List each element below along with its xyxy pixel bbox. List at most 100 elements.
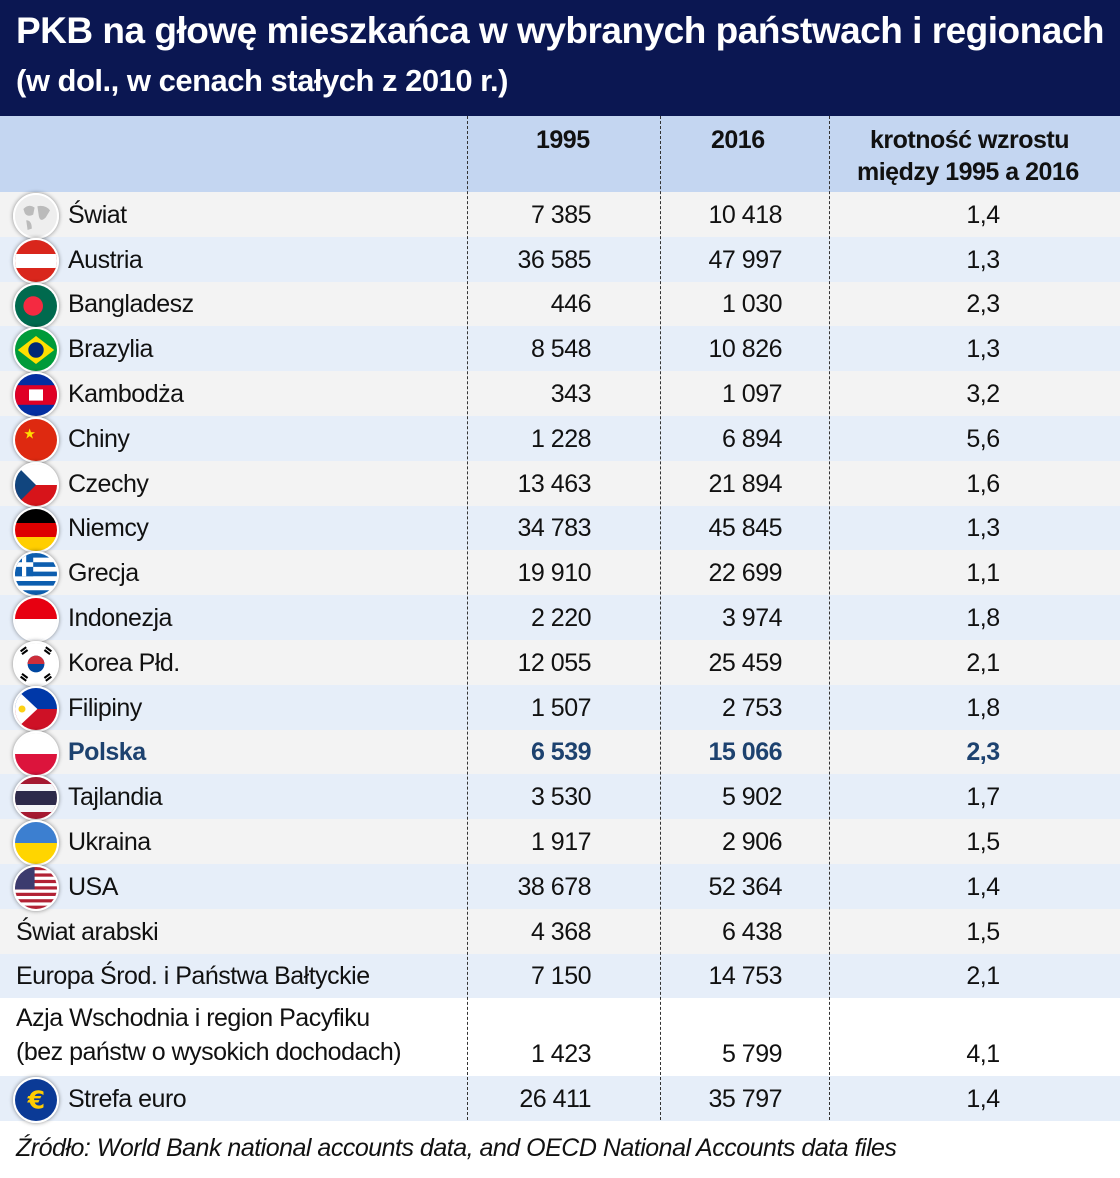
flag-bangladesh-icon [13,282,59,329]
flag-cambodia-icon [13,372,59,419]
table-row: Filipiny 1 507 2 753 1,8 [0,684,1120,732]
growth-ratio: 1,4 [966,872,1000,901]
value-2016: 35 797 [708,1085,783,1114]
flag-thailand-icon [13,775,59,822]
row-name: Niemcy [68,514,149,543]
table-row: Grecja 19 910 22 699 1,1 [0,550,1120,598]
growth-ratio: 1,7 [966,783,1000,812]
row-name: USA [68,872,118,901]
table-row: Polska 6 539 15 066 2,3 [0,729,1120,777]
euro-icon: € [13,1077,59,1124]
growth-ratio: 1,3 [966,245,1000,274]
value-1995: 1 507 [530,693,592,722]
value-1995: 6 539 [530,738,592,767]
row-name: Czechy [68,469,149,498]
header-1995: 1995 [536,126,590,154]
row-name: Korea Płd. [68,648,180,677]
growth-ratio: 2,1 [966,648,1000,677]
value-1995: 1 917 [530,827,592,856]
value-1995: 26 411 [519,1085,591,1114]
growth-ratio: 1,8 [966,693,1000,722]
row-name: Ukraina [68,827,151,856]
value-1995: 1 228 [530,424,592,453]
value-1995: 3 530 [530,783,592,812]
row-name: Grecja [68,559,139,588]
row-name: Strefa euro [68,1085,187,1114]
value-1995: 12 055 [517,648,592,677]
growth-ratio: 1,4 [966,1085,1000,1114]
table-row: ★ Chiny 1 228 6 894 5,6 [0,415,1120,463]
growth-ratio: 3,2 [966,379,1000,408]
value-2016: 47 997 [708,245,783,274]
row-name-line2: (bez państw o wysokich dochodach) [16,1038,402,1067]
table-row: USA 38 678 52 364 1,4 [0,863,1120,911]
flag-philippines-icon [13,685,59,732]
row-name: Bangladesz [68,290,194,319]
flag-south-korea-icon [13,640,59,687]
header-growth-line1: krotność wzrostu [870,126,1069,154]
value-2016: 21 894 [708,469,783,498]
value-2016: 5 799 [721,1040,783,1069]
value-1995: 19 910 [517,559,592,588]
globe-icon [13,193,59,239]
value-2016: 6 894 [721,424,783,453]
value-1995: 1 423 [530,1040,592,1069]
page-title: PKB na głowę mieszkańca w wybranych pańs… [16,10,1105,51]
svg-text:€: € [27,1086,45,1115]
header-2016: 2016 [711,126,765,154]
value-2016: 10 418 [708,200,783,229]
growth-ratio: 1,5 [966,917,1000,946]
value-2016: 14 753 [708,962,783,991]
growth-ratio: 1,1 [966,559,1000,588]
value-2016: 6 438 [721,917,783,946]
flag-ukraine-icon [13,820,59,867]
flag-greece-icon [13,551,59,598]
table-row: Austria 36 585 47 997 1,3 [0,236,1120,284]
value-2016: 2 753 [721,693,783,722]
growth-ratio: 2,3 [966,738,1000,767]
row-name: Austria [68,245,143,274]
row-name: Indonezja [68,603,172,632]
value-2016: 5 902 [721,783,783,812]
page-subtitle: (w dol., w cenach stałych z 2010 r.) [16,63,508,98]
row-name: Azja Wschodnia i region Pacyfiku (bez pań… [16,1001,402,1069]
value-2016: 15 066 [708,738,783,767]
value-1995: 34 783 [517,514,592,543]
table-header: 1995 2016 krotność wzrostu między 1995 a… [0,116,1120,192]
row-name: Tajlandia [68,783,163,812]
table-row: Tajlandia 3 530 5 902 1,7 [0,774,1120,822]
value-2016: 22 699 [708,559,783,588]
table-row: Korea Płd. 12 055 25 459 2,1 [0,639,1120,687]
flag-china-icon: ★ [13,416,59,463]
value-1995: 13 463 [517,469,592,498]
value-2016: 2 906 [721,827,783,856]
growth-ratio: 1,3 [966,335,1000,364]
table-row: Europa Środ. i Państwa Bałtyckie 7 150 14 … [0,953,1120,999]
table-row: Azja Wschodnia i region Pacyfiku (bez pań… [0,998,1120,1077]
title-bar: PKB na głowę mieszkańca w wybranych pańs… [0,0,1120,116]
value-2016: 52 364 [708,872,783,901]
growth-ratio: 1,8 [966,603,1000,632]
table-body: Świat 7 385 10 418 1,4 Austria 36 585 47 997 1,… [0,192,1120,1124]
growth-ratio: 1,6 [966,469,1000,498]
growth-ratio: 1,3 [966,514,1000,543]
row-name: Świat [68,200,127,229]
value-2016: 1 097 [721,379,783,408]
flag-germany-icon [13,506,59,553]
column-divider [829,116,830,1120]
table-row: Świat arabski 4 368 6 438 1,5 [0,908,1120,954]
table-row: Świat 7 385 10 418 1,4 [0,192,1120,239]
flag-austria-icon [13,237,59,284]
table-row: Brazylia 8 548 10 826 1,3 [0,326,1120,374]
table-row: Czechy 13 463 21 894 1,6 [0,460,1120,508]
table-row: Kambodża 343 1 097 3,2 [0,371,1120,419]
growth-ratio: 4,1 [966,1040,1000,1069]
value-1995: 4 368 [530,917,592,946]
value-1995: 38 678 [517,872,592,901]
value-1995: 343 [550,379,592,408]
value-1995: 8 548 [530,335,592,364]
header-growth-line2: między 1995 a 2016 [857,158,1079,186]
growth-ratio: 1,4 [966,200,1000,229]
value-1995: 2 220 [530,603,592,632]
value-1995: 36 585 [517,245,592,274]
